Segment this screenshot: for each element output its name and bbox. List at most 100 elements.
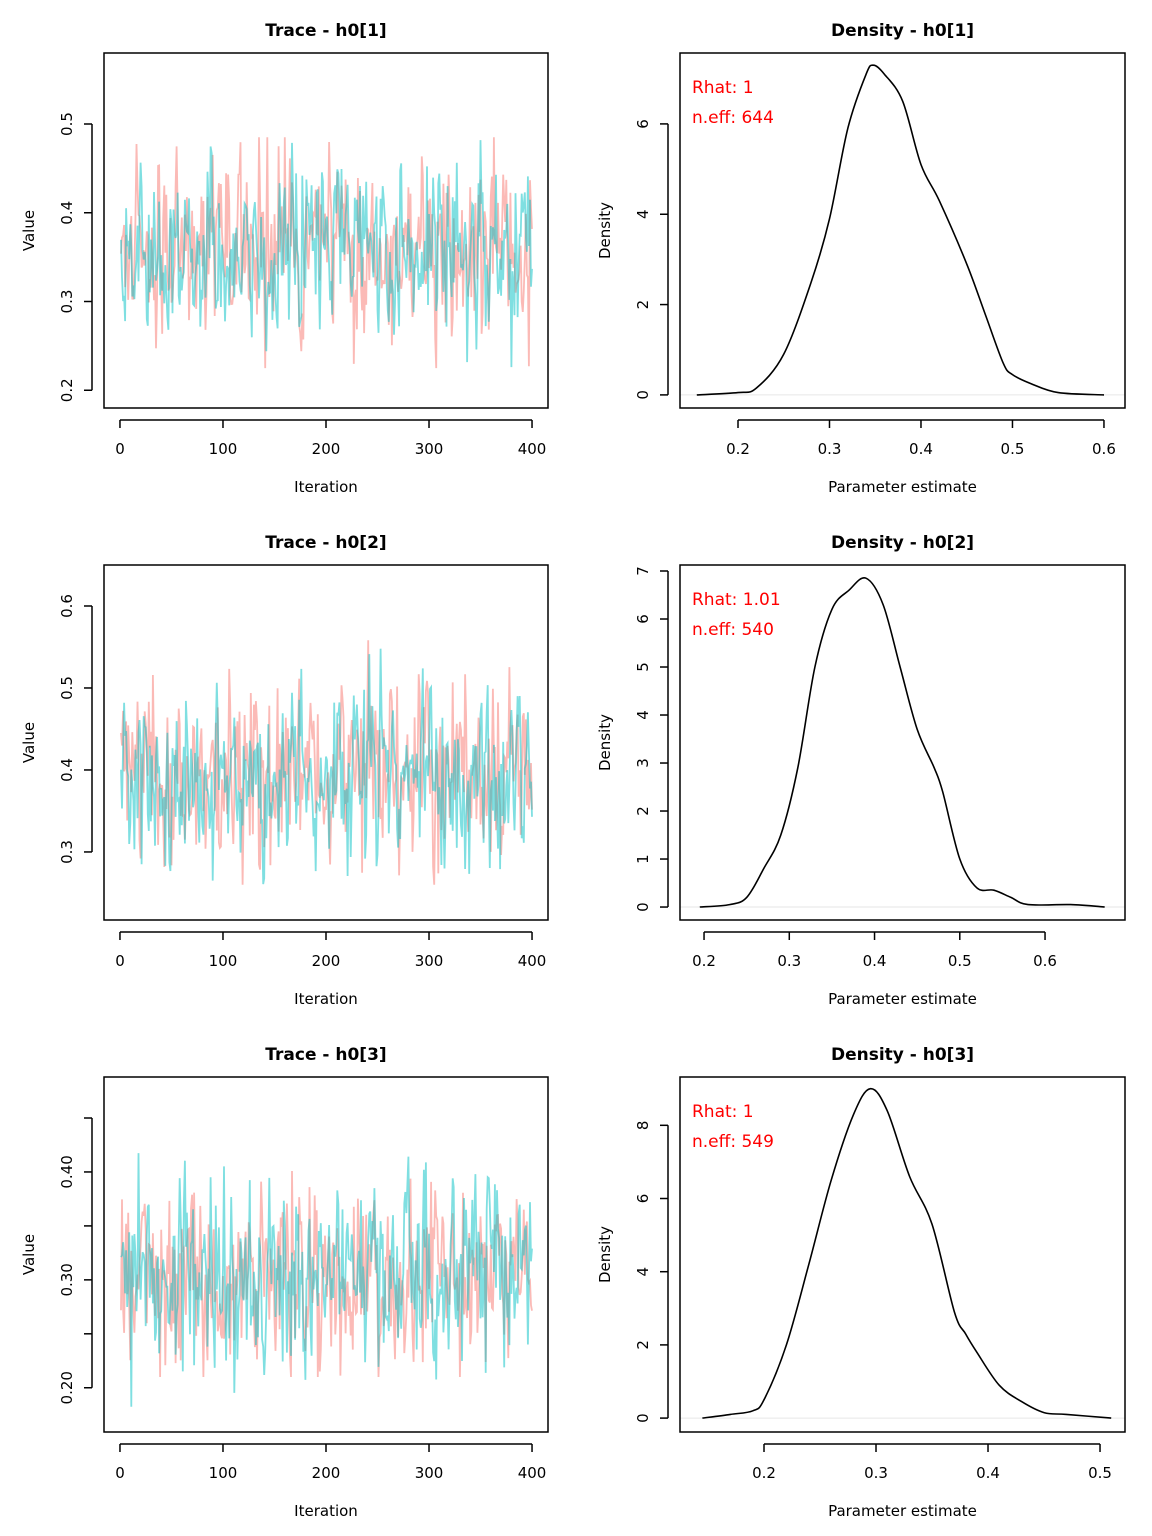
x-tick-label: 0.6: [1092, 440, 1116, 458]
x-tick-label: 200: [312, 440, 341, 458]
y-tick-label: 0.4: [58, 201, 76, 225]
trace-line-chain-2: [120, 140, 533, 368]
x-tick-label: 200: [312, 952, 341, 970]
y-axis-label: Density: [596, 202, 614, 259]
x-tick-label: 0.6: [1033, 952, 1057, 970]
rhat-annotation: Rhat: 1: [692, 1102, 754, 1122]
x-tick-label: 300: [415, 440, 444, 458]
density-panel: Density - h0[2] Rhat: 1.01 n.eff: 540 0.2 0.…: [596, 533, 1126, 1008]
x-axis-label: Iteration: [294, 478, 358, 496]
chart-title: Density - h0[1]: [831, 21, 974, 41]
x-tick-label: 0.3: [777, 952, 801, 970]
y-tick-label: 2: [634, 806, 652, 816]
density-curve: [696, 64, 1105, 396]
y-tick-label: 0.3: [58, 840, 76, 864]
x-tick-label: 0.5: [1001, 440, 1025, 458]
y-axis-label: Value: [20, 722, 38, 763]
x-axis: 0.2 0.3 0.4 0.5 0.6 Parameter estimate: [726, 419, 1116, 496]
y-axis: 0 2 4 6 8 Density: [596, 1121, 669, 1423]
rhat-annotation: Rhat: 1: [692, 78, 754, 98]
trace-panel: Trace - h0[1]0 100 200 300 400Iteration0.20.…: [20, 21, 549, 496]
density-curve: [702, 1087, 1112, 1419]
x-axis: 0 100 200 300 400 Iteration: [115, 419, 547, 496]
y-tick-label: 2: [634, 1340, 652, 1350]
neff-annotation: n.eff: 540: [692, 620, 774, 640]
x-axis-label: Iteration: [294, 1502, 358, 1520]
y-tick-label: 0.3: [58, 290, 76, 314]
y-tick-label: 3: [634, 758, 652, 768]
y-tick-label: 0.20: [58, 1371, 76, 1404]
x-axis: 0 100 200 300 400 Iteration: [115, 931, 547, 1008]
y-tick-label: 6: [634, 119, 652, 129]
x-tick-label: 0.5: [1088, 1464, 1112, 1482]
x-tick-label: 0.2: [752, 1464, 776, 1482]
chart-title: Trace - h0[3]: [265, 1045, 386, 1065]
y-axis: 0 1 2 3 4 5 6 7 Density: [596, 566, 669, 912]
y-tick-label: 0: [634, 902, 652, 912]
y-axis: 0.20 0.30 0.40 Value: [20, 1117, 93, 1404]
y-tick-label: 0.5: [58, 112, 76, 136]
y-tick-label: 6: [634, 1194, 652, 1204]
rhat-annotation: Rhat: 1.01: [692, 590, 781, 610]
y-tick-label: 7: [634, 566, 652, 576]
trace-panel: Trace - h0[3]0 100 200 300 400Iteration0.200…: [20, 1045, 549, 1520]
trace-panel: Trace - h0[2]0 100 200 300 400Iteration0.30.…: [20, 533, 549, 1008]
chart-title: Density - h0[2]: [831, 533, 974, 553]
x-tick-label: 0.4: [976, 1464, 1000, 1482]
y-tick-label: 6: [634, 614, 652, 624]
x-axis: 0.2 0.3 0.4 0.5 Parameter estimate: [752, 1443, 1112, 1520]
y-tick-label: 1: [634, 854, 652, 864]
x-tick-label: 300: [415, 952, 444, 970]
plot-frame: [103, 52, 549, 409]
x-tick-label: 0.2: [726, 440, 750, 458]
plot-frame: [103, 1076, 549, 1433]
x-tick-label: 0.4: [909, 440, 933, 458]
x-tick-label: 0.3: [818, 440, 842, 458]
x-tick-label: 0: [115, 440, 125, 458]
plot-frame: [679, 564, 1126, 921]
x-tick-label: 100: [209, 440, 238, 458]
x-tick-label: 400: [518, 440, 547, 458]
y-axis-label: Density: [596, 714, 614, 771]
y-tick-label: 0: [634, 1413, 652, 1423]
x-tick-label: 200: [312, 1464, 341, 1482]
y-tick-label: 0.40: [58, 1155, 76, 1188]
y-tick-label: 4: [634, 209, 652, 219]
x-tick-label: 100: [209, 952, 238, 970]
y-tick-label: 4: [634, 710, 652, 720]
trace-line-chain-1: [120, 137, 533, 369]
y-tick-label: 0.2: [58, 378, 76, 402]
y-axis-label: Density: [596, 1226, 614, 1283]
y-axis-label: Value: [20, 1234, 38, 1275]
chart-title: Trace - h0[1]: [265, 21, 386, 41]
x-axis: 0.2 0.3 0.4 0.5 0.6 Parameter estimate: [692, 931, 1057, 1008]
y-tick-label: 8: [634, 1121, 652, 1131]
y-tick-label: 0.6: [58, 594, 76, 618]
x-tick-label: 0: [115, 1464, 125, 1482]
chart-title: Density - h0[3]: [831, 1045, 974, 1065]
y-tick-label: 5: [634, 662, 652, 672]
x-axis-label: Parameter estimate: [828, 478, 977, 496]
y-axis: 0 2 4 6 Density: [596, 119, 669, 400]
y-tick-label: 4: [634, 1267, 652, 1277]
neff-annotation: n.eff: 644: [692, 108, 774, 128]
y-tick-label: 0.4: [58, 758, 76, 782]
x-tick-label: 0.2: [692, 952, 716, 970]
x-tick-label: 0.3: [864, 1464, 888, 1482]
chart-title: Trace - h0[2]: [265, 533, 386, 553]
plot-frame: [103, 564, 549, 921]
x-axis-label: Parameter estimate: [828, 990, 977, 1008]
y-axis: 0.2 0.3 0.4 0.5 Value: [20, 112, 93, 402]
y-tick-label: 0.30: [58, 1263, 76, 1296]
plot-frame: [679, 52, 1126, 409]
x-tick-label: 100: [209, 1464, 238, 1482]
neff-annotation: n.eff: 549: [692, 1132, 774, 1152]
x-tick-label: 400: [518, 952, 547, 970]
x-axis: 0 100 200 300 400 Iteration: [115, 1443, 546, 1520]
y-axis-label: Value: [20, 210, 38, 251]
x-axis-label: Parameter estimate: [828, 1502, 977, 1520]
y-tick-label: 2: [634, 300, 652, 310]
